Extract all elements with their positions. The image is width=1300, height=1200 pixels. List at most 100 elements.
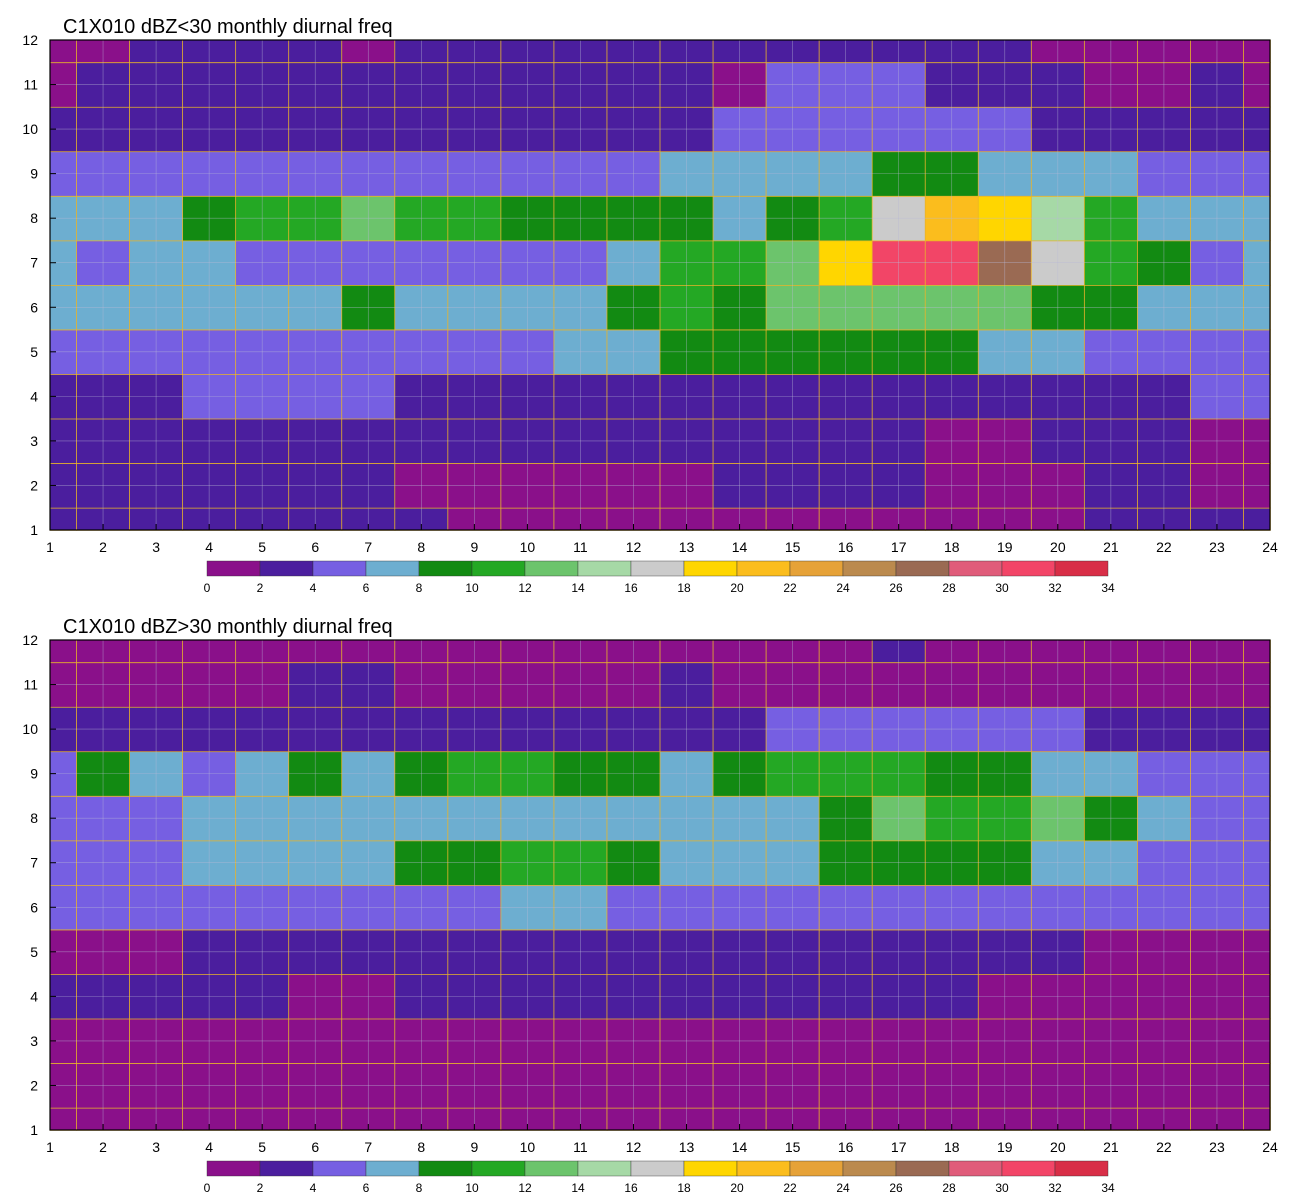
colorbar-label: 10 xyxy=(465,1181,479,1195)
x-tick-label: 2 xyxy=(99,539,107,555)
heatmap-cell xyxy=(1243,507,1271,531)
colorbar-label: 34 xyxy=(1101,581,1115,595)
x-tick-label: 2 xyxy=(99,1139,107,1155)
y-tick-label: 2 xyxy=(30,1077,38,1093)
colorbar-swatch xyxy=(789,1160,844,1177)
colorbar-label: 28 xyxy=(942,581,956,595)
x-tick-label: 11 xyxy=(573,1139,588,1155)
colorbar-label: 2 xyxy=(257,1181,264,1195)
y-tick-label: 6 xyxy=(30,299,38,315)
y-tick-label: 3 xyxy=(30,433,38,449)
heatmap-cell xyxy=(49,39,78,64)
y-tick-label: 5 xyxy=(30,344,38,360)
colorbar-swatch xyxy=(259,1160,314,1177)
heatmap-area xyxy=(49,639,1271,1131)
colorbar-label: 4 xyxy=(310,581,317,595)
x-tick-label: 18 xyxy=(944,539,960,555)
colorbar-label: 14 xyxy=(571,1181,585,1195)
colorbar-swatch xyxy=(948,560,1003,577)
colorbar-swatch xyxy=(948,1160,1003,1177)
x-tick-label: 10 xyxy=(520,1139,536,1155)
y-tick-label: 9 xyxy=(30,766,38,782)
chart-title: C1X010 dBZ<30 monthly diurnal freq xyxy=(63,16,393,38)
colorbar-swatch xyxy=(577,560,632,577)
colorbar-label: 18 xyxy=(677,581,691,595)
plot-frame xyxy=(49,39,1271,531)
x-tick-label: 1 xyxy=(46,539,54,555)
colorbar-swatch xyxy=(206,1160,261,1177)
y-tick-label: 7 xyxy=(30,255,38,271)
y-tick-label: 11 xyxy=(23,77,38,93)
y-tick-label: 10 xyxy=(22,721,38,737)
y-tick-label: 4 xyxy=(30,388,38,404)
x-tick-label: 21 xyxy=(1103,1139,1119,1155)
x-tick-label: 9 xyxy=(470,1139,478,1155)
colorbar-swatch xyxy=(471,560,526,577)
colorbar-label: 12 xyxy=(518,581,532,595)
colorbar-label: 0 xyxy=(204,581,211,595)
colorbar-label: 20 xyxy=(730,581,744,595)
colorbar-swatch xyxy=(630,560,685,577)
x-tick-label: 23 xyxy=(1209,1139,1225,1155)
colorbar-swatch xyxy=(683,560,738,577)
x-tick-label: 5 xyxy=(258,1139,266,1155)
colorbar-label: 20 xyxy=(730,1181,744,1195)
colorbar-swatch xyxy=(1054,560,1109,577)
heatmap-cell xyxy=(49,507,78,531)
colorbar-swatch xyxy=(206,560,261,577)
colorbar-label: 18 xyxy=(677,1181,691,1195)
colorbar-label: 14 xyxy=(571,581,585,595)
colorbar: 0 2 4 6 8 10 12 14 16 18 20 22 24 26 28 30 32 34 xyxy=(204,1160,1115,1195)
x-tick-label: 9 xyxy=(470,539,478,555)
y-tick-label: 9 xyxy=(30,166,38,182)
colorbar-label: 32 xyxy=(1048,1181,1062,1195)
x-tick-label: 24 xyxy=(1262,1139,1278,1155)
x-tick-label: 7 xyxy=(364,539,372,555)
colorbar-swatch xyxy=(1001,1160,1056,1177)
colorbar-swatch xyxy=(312,560,367,577)
x-tick-label: 14 xyxy=(732,539,748,555)
x-tick-label: 19 xyxy=(997,1139,1013,1155)
x-tick-label: 3 xyxy=(152,1139,160,1155)
colorbar-swatch xyxy=(895,560,950,577)
y-tick-label: 12 xyxy=(22,632,38,648)
x-tick-label: 8 xyxy=(417,1139,425,1155)
colorbar-label: 24 xyxy=(836,1181,850,1195)
colorbar-swatch xyxy=(683,1160,738,1177)
x-tick-label: 20 xyxy=(1050,539,1066,555)
x-tick-label: 15 xyxy=(785,1139,801,1155)
x-tick-label: 12 xyxy=(626,1139,642,1155)
colorbar-swatch xyxy=(471,1160,526,1177)
x-tick-label: 6 xyxy=(311,1139,319,1155)
y-tick-label: 3 xyxy=(30,1033,38,1049)
x-tick-label: 3 xyxy=(152,539,160,555)
x-tick-label: 24 xyxy=(1262,539,1278,555)
colorbar-swatch xyxy=(259,560,314,577)
colorbar-label: 28 xyxy=(942,1181,956,1195)
y-tick-label: 7 xyxy=(30,855,38,871)
colorbar-swatch xyxy=(630,1160,685,1177)
colorbar-label: 8 xyxy=(416,1181,423,1195)
colorbar-label: 24 xyxy=(836,581,850,595)
y-tick-label: 11 xyxy=(23,677,38,693)
x-tick-label: 23 xyxy=(1209,539,1225,555)
x-axis: 1 2 3 4 5 6 7 8 9 10 11 12 13 14 15 16 17 18 19 20 21 22 23 24 xyxy=(46,524,1278,555)
colorbar-label: 10 xyxy=(465,581,479,595)
y-tick-label: 1 xyxy=(30,1122,38,1138)
colorbar-label: 6 xyxy=(363,581,370,595)
heatmap-cell xyxy=(1243,1107,1271,1131)
y-tick-label: 12 xyxy=(22,32,38,48)
colorbar-swatch xyxy=(524,1160,579,1177)
x-tick-label: 11 xyxy=(573,539,588,555)
colorbar-swatch xyxy=(365,1160,420,1177)
heatmap-area xyxy=(49,39,1271,531)
x-tick-label: 18 xyxy=(944,1139,960,1155)
x-tick-label: 17 xyxy=(891,539,907,555)
colorbar-swatch xyxy=(365,560,420,577)
chart-title: C1X010 dBZ>30 monthly diurnal freq xyxy=(63,616,393,638)
x-tick-label: 13 xyxy=(679,1139,695,1155)
x-tick-label: 13 xyxy=(679,539,695,555)
